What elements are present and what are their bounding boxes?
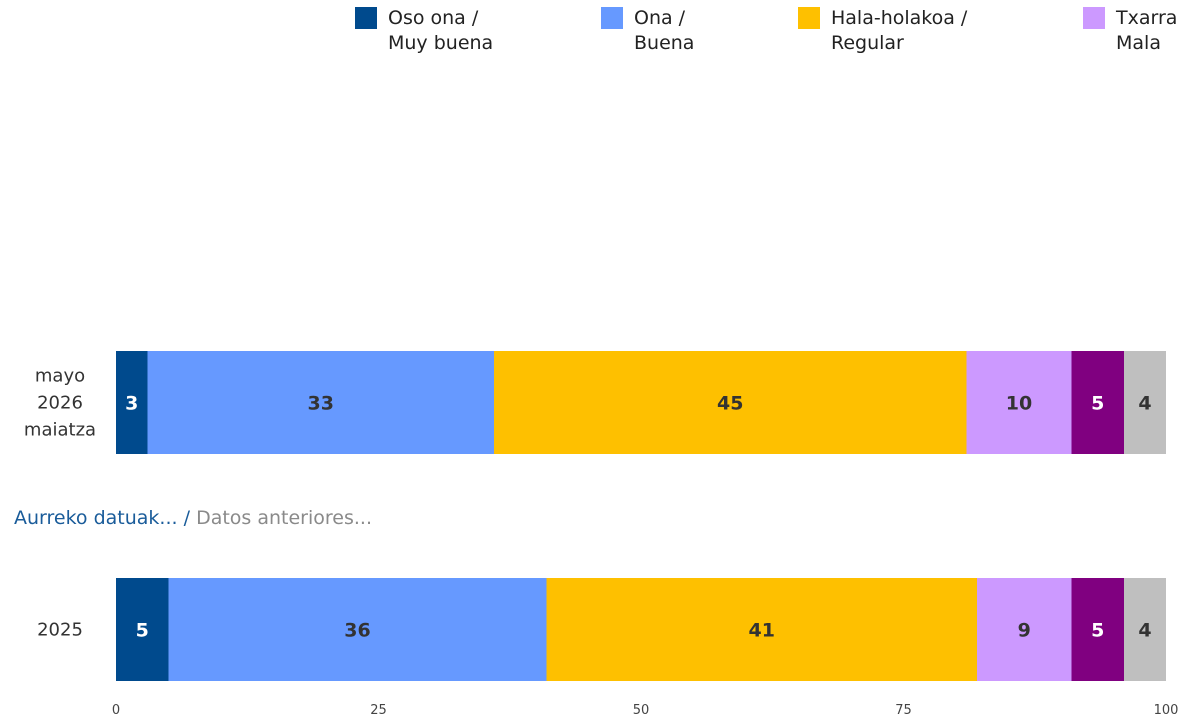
category-label-2: 2025 (37, 620, 83, 641)
bar-1-value-label-2: 33 (308, 393, 334, 415)
bar-2-value-label-2: 36 (344, 620, 370, 642)
bar-2-segment-3 (546, 578, 977, 681)
legend-swatch-1 (355, 7, 377, 29)
legend-label-3: Hala-holakoa / Regular (831, 7, 968, 54)
previous-data-label-separator: / (183, 507, 191, 529)
bar-2-value-label-4: 9 (1018, 620, 1031, 642)
bar-1-value-label-4: 10 (1006, 393, 1032, 415)
bar-1-value-label-1: 3 (125, 393, 138, 415)
previous-data-label-spanish: Datos anteriores... (196, 507, 372, 529)
bar-1-segment-5 (1071, 351, 1124, 454)
bar-1-value-label-6: 4 (1138, 393, 1151, 415)
x-tick-label-4: 75 (895, 703, 912, 718)
category-label-1: mayo 2026 maiatza (24, 366, 96, 441)
legend-swatch-2 (601, 7, 623, 29)
bar-2-segment-1 (116, 578, 169, 681)
bar-1-segment-2 (147, 351, 494, 454)
legend-label-2: Ona / Buena (634, 7, 694, 54)
bar-1-segment-6 (1124, 351, 1166, 454)
bar-2-segment-5 (1071, 578, 1124, 681)
legend-swatch-4 (1083, 7, 1105, 29)
x-tick-label-3: 50 (633, 703, 650, 718)
legend-label-4: Txarra Mala (1115, 7, 1177, 54)
legend-swatch-3 (798, 7, 820, 29)
x-tick-label-5: 100 (1154, 703, 1179, 718)
bar-2-segment-2 (168, 578, 547, 681)
legend-label-1: Oso ona / Muy buena (388, 7, 493, 54)
bar-1-segment-3 (494, 351, 967, 454)
bar-1-value-label-3: 45 (717, 393, 743, 415)
previous-data-label: Aurreko datuak... / Datos anteriores... (14, 507, 372, 529)
previous-data-label-basque: Aurreko datuak... (14, 507, 178, 529)
bar-2-value-label-1: 5 (136, 620, 149, 642)
bar-2-segment-4 (977, 578, 1072, 681)
x-tick-label-1: 0 (112, 703, 120, 718)
bar-2-value-label-6: 4 (1138, 620, 1151, 642)
bar-2-value-label-5: 5 (1091, 620, 1104, 642)
bar-2-value-label-3: 41 (749, 620, 775, 642)
bar-2-segment-6 (1124, 578, 1166, 681)
bar-1-segment-4 (966, 351, 1072, 454)
x-tick-label-2: 25 (370, 703, 387, 718)
bar-1-segment-1 (116, 351, 148, 454)
bar-1-value-label-5: 5 (1091, 393, 1104, 415)
